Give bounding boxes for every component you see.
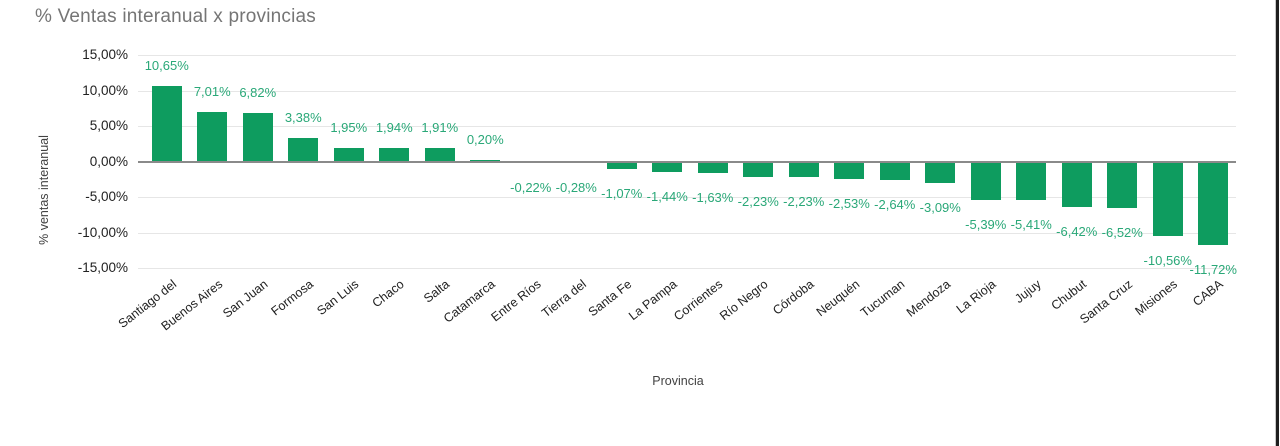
chart-bar[interactable] bbox=[333, 147, 364, 162]
y-axis-tick-label: 0,00% bbox=[89, 153, 128, 169]
x-axis-category-label: Mendoza bbox=[903, 277, 953, 320]
x-axis-category-label: Misiones bbox=[1132, 277, 1181, 319]
bar-value-label: 1,91% bbox=[421, 119, 459, 135]
gridline bbox=[138, 55, 1236, 56]
chart-bar[interactable] bbox=[1152, 161, 1183, 237]
bar-value-label: 1,94% bbox=[375, 119, 413, 135]
gridline bbox=[138, 197, 1236, 198]
y-axis-tick-label: 15,00% bbox=[82, 47, 128, 62]
bar-value-label: 6,82% bbox=[239, 85, 277, 101]
gridline bbox=[138, 126, 1236, 127]
x-axis-category-label: Tierra del bbox=[539, 277, 589, 321]
x-axis-category-label: Salta bbox=[421, 277, 453, 306]
y-axis-tick-label: 10,00% bbox=[82, 82, 128, 98]
y-axis-tick-label: -5,00% bbox=[85, 189, 128, 204]
x-axis-category-label: Entre Ríos bbox=[488, 277, 544, 325]
y-axis-tick-label: 5,00% bbox=[89, 118, 128, 133]
bar-value-label: -1,63% bbox=[692, 190, 734, 206]
bar-value-label: -0,22% bbox=[510, 180, 552, 196]
chart-bar[interactable] bbox=[242, 113, 273, 162]
bar-value-label: -1,44% bbox=[646, 188, 688, 204]
chart-bar[interactable] bbox=[288, 137, 319, 162]
chart-bar[interactable] bbox=[1198, 161, 1229, 245]
zero-axis-line bbox=[138, 160, 1236, 163]
window-edge bbox=[1276, 0, 1279, 446]
bar-value-label: -0,28% bbox=[555, 180, 597, 196]
x-axis-category-label: Río Negro bbox=[717, 277, 771, 324]
chart-bar[interactable] bbox=[834, 161, 865, 180]
chart-bar[interactable] bbox=[151, 85, 182, 162]
chart-bar[interactable] bbox=[879, 161, 910, 181]
bar-value-label: -2,53% bbox=[828, 196, 870, 212]
bar-value-label: -2,64% bbox=[874, 197, 916, 213]
chart-bar[interactable] bbox=[606, 161, 637, 170]
chart-bar[interactable] bbox=[925, 161, 956, 184]
bar-value-label: -6,52% bbox=[1101, 224, 1143, 240]
chart-bar[interactable] bbox=[697, 161, 728, 174]
x-axis-category-label: Neuquén bbox=[813, 277, 862, 320]
bar-value-label: -5,41% bbox=[1010, 216, 1052, 232]
bar-value-label: -2,23% bbox=[737, 194, 779, 210]
bar-value-label: -6,42% bbox=[1056, 224, 1098, 240]
window-edge-highlight bbox=[1275, 0, 1276, 446]
x-axis-category-label: San Juan bbox=[220, 277, 271, 321]
gridline bbox=[138, 232, 1236, 234]
x-axis-category-label: Chaco bbox=[369, 277, 407, 311]
x-axis-category-label: La Pampa bbox=[626, 277, 680, 324]
chart-bar[interactable] bbox=[1061, 161, 1092, 208]
y-axis-title: % ventas interanual bbox=[37, 135, 51, 245]
gridline bbox=[138, 268, 1236, 269]
y-axis-tick-label: -10,00% bbox=[77, 224, 128, 240]
bar-value-label: 10,65% bbox=[144, 57, 189, 73]
chart-bar[interactable] bbox=[1016, 161, 1047, 200]
chart-bar[interactable] bbox=[197, 111, 228, 162]
bar-value-label: -5,39% bbox=[965, 216, 1007, 232]
bar-value-label: -2,23% bbox=[783, 194, 825, 210]
x-axis-title: Provincia bbox=[652, 374, 704, 388]
bar-value-label: 1,95% bbox=[330, 119, 368, 135]
chart-bar[interactable] bbox=[424, 147, 455, 162]
x-axis-category-label: Córdoba bbox=[769, 277, 817, 318]
chart-bar[interactable] bbox=[743, 161, 774, 178]
bar-value-label: 0,20% bbox=[466, 132, 504, 148]
bar-value-label: -1,07% bbox=[601, 186, 643, 202]
x-axis-category-label: CABA bbox=[1190, 277, 1226, 309]
y-axis-tick-label: -15,00% bbox=[77, 260, 128, 275]
x-axis-category-label: Formosa bbox=[268, 277, 316, 319]
bar-value-label: 3,38% bbox=[284, 109, 322, 125]
x-axis-category-label: Tucuman bbox=[858, 277, 908, 320]
bar-value-label: -3,09% bbox=[919, 200, 961, 216]
bar-value-label: -11,72% bbox=[1189, 261, 1237, 277]
chart-title: % Ventas interanual x provincias bbox=[35, 6, 316, 27]
bar-value-label: 7,01% bbox=[193, 83, 231, 99]
gridline bbox=[138, 90, 1236, 92]
x-axis-category-label: La Rioja bbox=[953, 277, 999, 317]
bar-value-label: -10,56% bbox=[1143, 253, 1192, 269]
chart-bar[interactable] bbox=[970, 161, 1001, 200]
x-axis-category-label: Chubut bbox=[1048, 277, 1090, 313]
x-axis-category-label: San Luis bbox=[314, 277, 362, 318]
chart-bar[interactable] bbox=[652, 161, 683, 172]
chart-bar[interactable] bbox=[1107, 161, 1138, 208]
x-axis-category-label: Corrientes bbox=[671, 277, 726, 324]
chart-bar[interactable] bbox=[379, 147, 410, 162]
x-axis-category-label: Jujuy bbox=[1012, 277, 1044, 307]
chart-bar[interactable] bbox=[788, 161, 819, 178]
